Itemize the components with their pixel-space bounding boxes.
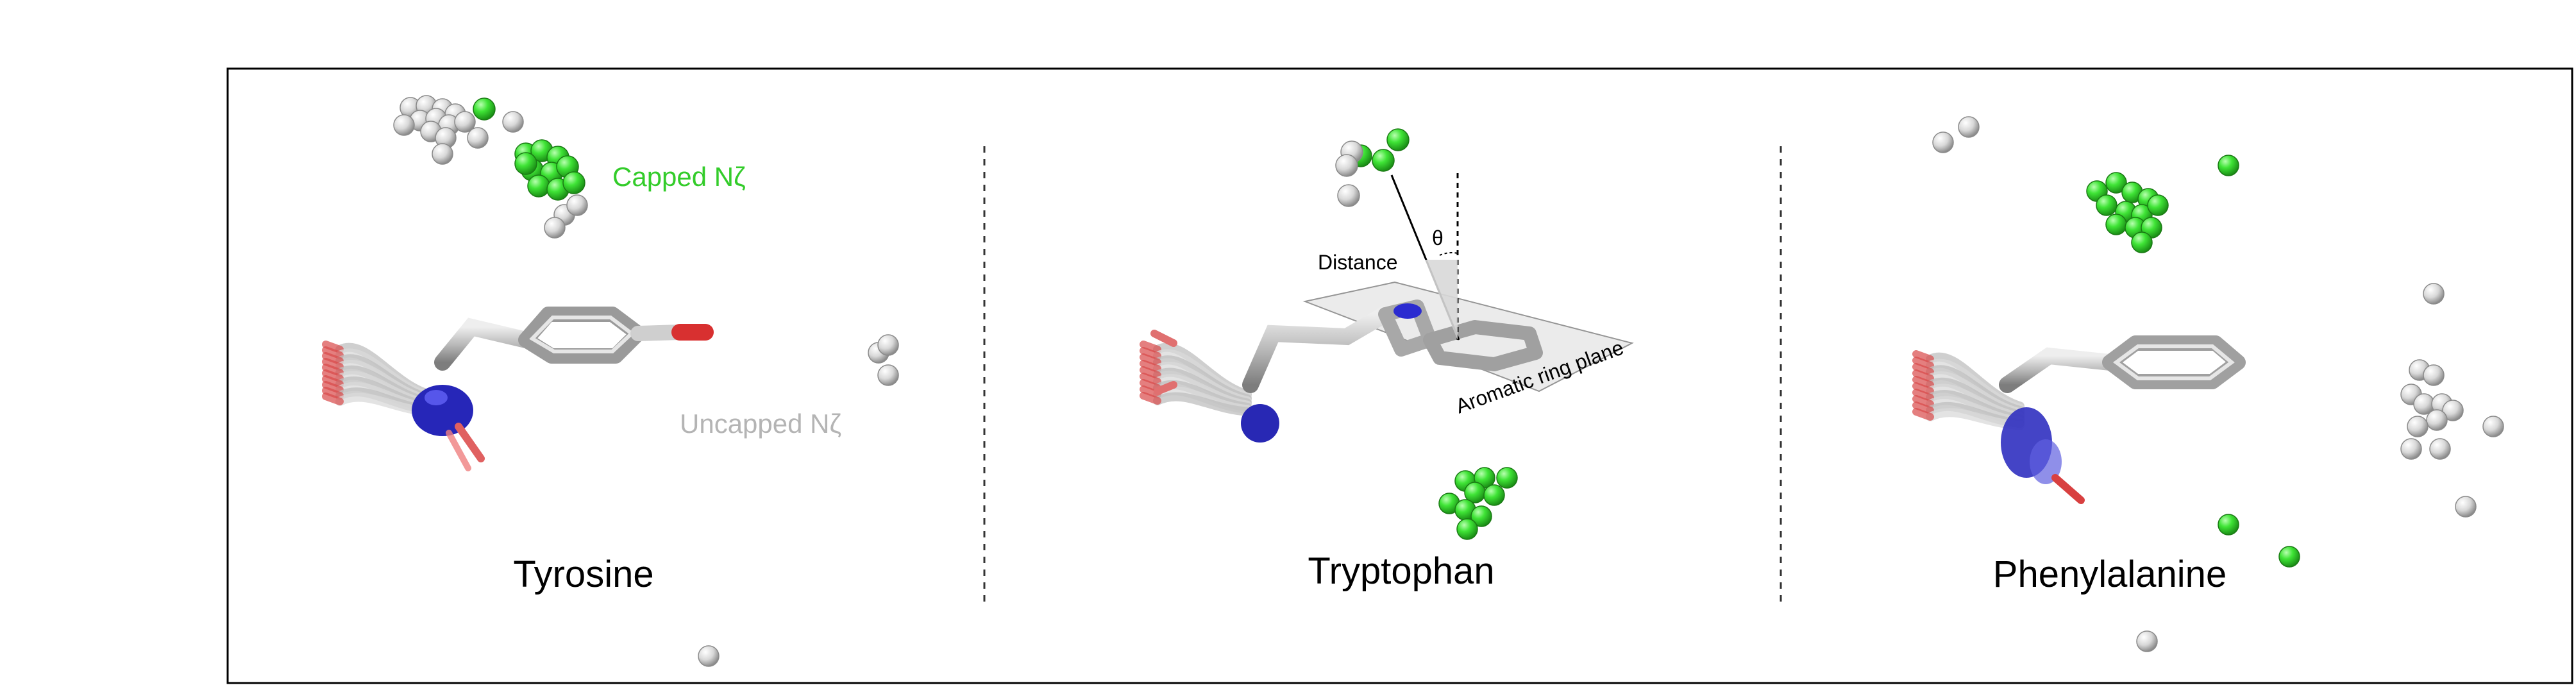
- oxygen-stick: [1912, 369, 1934, 382]
- uncapped-nz-atom: [2426, 409, 2448, 431]
- oxygen-stick: [1140, 366, 1161, 379]
- figure-frame: [226, 67, 2573, 684]
- oxygen-stick: [1140, 379, 1161, 392]
- oxygen-stick: [1140, 373, 1161, 385]
- tyrosine-uncapped-cluster: [393, 95, 899, 667]
- capped-nz-atom: [1372, 149, 1395, 172]
- capped-nz-atom: [2218, 155, 2239, 176]
- tyrosine-capped-cluster: [473, 97, 585, 201]
- tyrosine-structure: [322, 307, 714, 471]
- uncapped-nz-atom: [2423, 364, 2445, 386]
- oxygen-stick: [322, 358, 344, 371]
- uncapped-nz-atom: [877, 364, 899, 386]
- capped-nz-atom: [2096, 194, 2117, 216]
- uncapped-nz-atom: [502, 111, 524, 133]
- capped-nz-atom: [2105, 214, 2127, 235]
- capped-nz-atom: [1496, 467, 1518, 489]
- uncapped-nz-atom: [2455, 496, 2477, 518]
- oxygen-stick: [1912, 408, 1934, 421]
- oxygen-stick: [322, 392, 344, 405]
- tryptophan-capped-cluster-top: [1335, 128, 1410, 207]
- uncapped-nz-atom: [454, 111, 476, 133]
- oxygen-stick: [322, 352, 344, 365]
- oxygen-stick: [1912, 350, 1934, 363]
- oxygen-stick: [322, 387, 344, 400]
- uncapped-nz-atom: [2429, 438, 2451, 460]
- oxygen-stick: [1912, 389, 1934, 401]
- phenylalanine-structure: [1912, 335, 2246, 504]
- capped-nz-atom: [1470, 505, 1492, 527]
- uncapped-nz-atom: [1337, 184, 1360, 207]
- uncapped-nz-atom: [393, 114, 415, 136]
- oxygen-stick: [1912, 395, 1934, 408]
- oxygen-stick: [1912, 357, 1934, 369]
- oxygen-stick: [1912, 382, 1934, 395]
- oxygen-stick: [1140, 341, 1161, 353]
- uncapped-nz-atom: [432, 143, 453, 165]
- capped-nz-atom: [2278, 546, 2300, 568]
- phenylalanine-uncapped-cluster: [1932, 116, 2504, 652]
- distance-label: Distance: [1318, 251, 1398, 274]
- distance-angle-geometry: [1390, 173, 1460, 341]
- capped-nz-atom: [2131, 232, 2153, 253]
- oxygen-stick: [1140, 353, 1161, 366]
- oxygen-stick: [322, 381, 344, 394]
- uncapped-nz-atom: [1958, 116, 1980, 138]
- angle-wedge: [1425, 260, 1458, 340]
- capped-nz-atom: [2218, 514, 2239, 536]
- oxygen-stick: [322, 369, 344, 382]
- oxygen-stick: [322, 341, 344, 353]
- oxygen-stick: [322, 375, 344, 388]
- uncapped-legend-label: Uncapped Nζ: [680, 409, 841, 439]
- capped-legend-label: Capped Nζ: [612, 162, 746, 192]
- uncapped-nz-atom: [2442, 400, 2464, 421]
- capped-nz-atom: [527, 174, 550, 198]
- capped-nz-atom: [562, 171, 585, 194]
- oxygen-stick: [1140, 392, 1161, 405]
- oxygen-stick: [1912, 363, 1934, 376]
- uncapped-nz-atom: [698, 645, 720, 667]
- tryptophan-capped-cluster-bottom: [1438, 467, 1518, 540]
- tryptophan-backbone-bundle: [1140, 341, 1252, 416]
- uncapped-nz-atom: [566, 194, 588, 216]
- uncapped-nz-atom: [2423, 283, 2445, 305]
- uncapped-nz-atom: [2136, 630, 2158, 652]
- capped-nz-atom: [1483, 484, 1505, 506]
- capped-nz-atom: [1456, 518, 1478, 540]
- uncapped-nz-atom: [1335, 154, 1358, 177]
- oxygen-stick: [1912, 376, 1934, 389]
- uncapped-nz-atom: [467, 127, 489, 149]
- oxygen-stick: [322, 364, 344, 376]
- capped-nz-atom: [2105, 172, 2127, 194]
- oxygen-stick: [1140, 360, 1161, 373]
- panel-title-tryptophan: Tryptophan: [1308, 550, 1494, 592]
- panel-title-tyrosine: Tyrosine: [513, 553, 653, 595]
- oxygen-stick: [1912, 401, 1934, 414]
- capped-nz-atom: [473, 97, 496, 121]
- uncapped-nz-atom: [2482, 416, 2504, 437]
- oxygen-stick: [1140, 347, 1161, 360]
- angle-label: θ: [1432, 226, 1444, 249]
- phenylalanine-capped-cluster: [2086, 155, 2300, 568]
- uncapped-nz-atom: [2400, 438, 2422, 460]
- capped-nz-atom: [1386, 128, 1410, 151]
- tryptophan-structure: [1140, 281, 1634, 443]
- uncapped-nz-atom: [2407, 416, 2429, 437]
- capped-nz-atom: [2147, 194, 2169, 216]
- panel-title-phenylalanine: Phenylalanine: [1993, 553, 2227, 595]
- oxygen-stick: [322, 346, 344, 359]
- backbone-conformer: [1153, 392, 1252, 416]
- uncapped-nz-atom: [1932, 131, 1954, 153]
- capped-nz-atom: [514, 152, 537, 175]
- uncapped-nz-atom: [544, 217, 566, 239]
- uncapped-nz-atom: [877, 334, 899, 356]
